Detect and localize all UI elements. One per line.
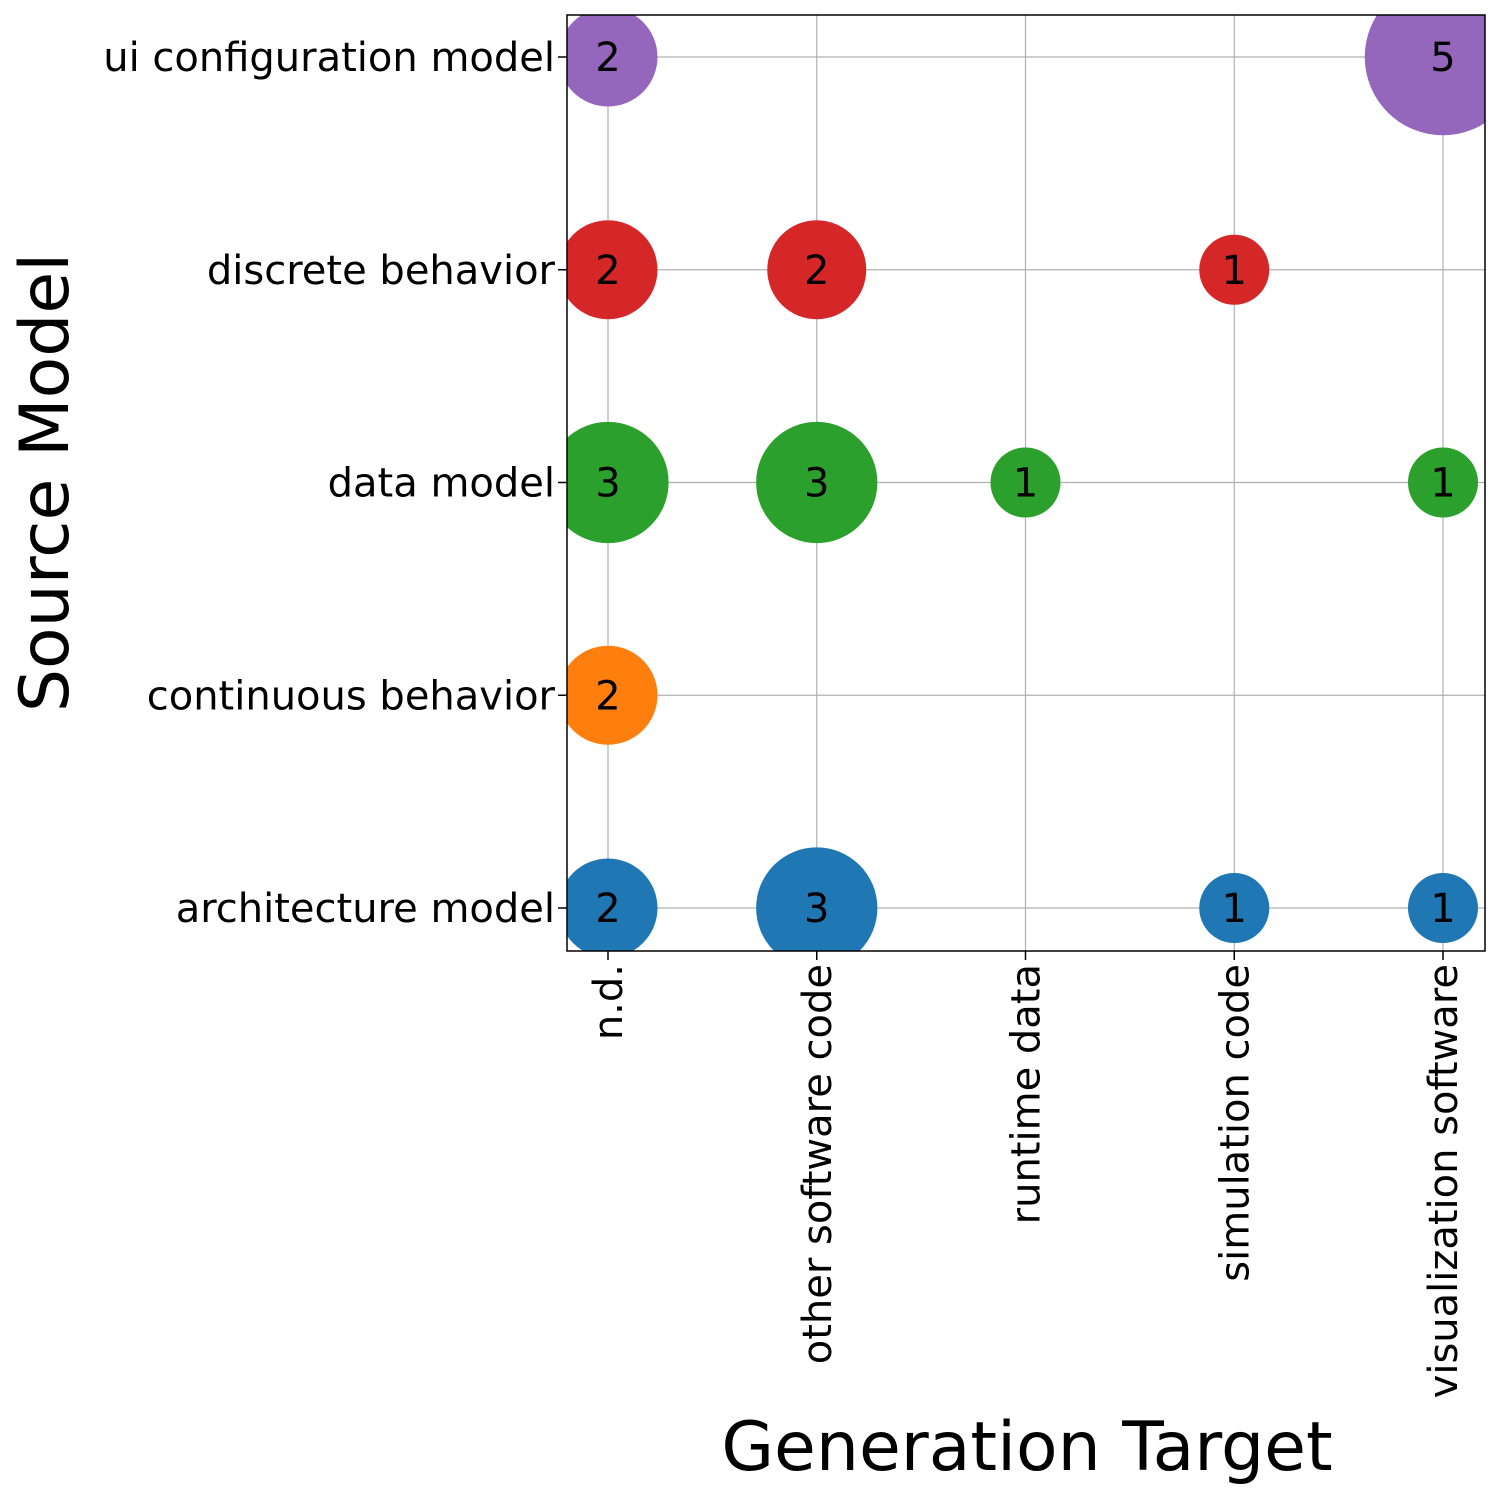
y-tick-label: data model <box>328 461 555 507</box>
bubble <box>1364 15 1485 136</box>
bubble-label: 5 <box>1430 35 1455 81</box>
bubble-label: 1 <box>1222 248 1247 294</box>
bubble-label: 2 <box>804 248 829 294</box>
bubble <box>567 858 658 951</box>
x-tick-label: runtime data <box>1004 964 1050 1224</box>
bubble <box>756 847 878 951</box>
bubble-label: 1 <box>1013 461 1038 507</box>
y-tick-label: architecture model <box>176 886 555 932</box>
y-tick-label: ui configuration model <box>103 35 555 81</box>
bubble-label: 3 <box>804 461 829 507</box>
plot-area: 2 3 1 1 2 3 3 1 1 2 2 1 2 5 <box>567 15 1485 951</box>
bubble <box>567 645 658 745</box>
bubble <box>767 220 867 320</box>
y-axis-title: Source Model <box>6 253 85 712</box>
y-tick-label: continuous behavior <box>147 673 556 719</box>
bubble-label: 2 <box>595 248 620 294</box>
x-tick-label: simulation code <box>1212 964 1258 1282</box>
bubble-label: 1 <box>1222 886 1247 932</box>
bubble <box>567 15 658 107</box>
bubble-label: 3 <box>595 461 620 507</box>
bubble-label: 1 <box>1430 461 1455 507</box>
x-axis-title: Generation Target <box>721 1408 1332 1487</box>
bubble-label: 1 <box>1430 886 1455 932</box>
y-tick-label: discrete behavior <box>207 248 556 294</box>
bubble-label: 2 <box>595 35 620 81</box>
bubble <box>1199 234 1270 305</box>
bubble-label: 3 <box>804 886 829 932</box>
x-tick-label: other software code <box>795 964 841 1364</box>
bubble <box>1199 873 1270 943</box>
bubble <box>756 421 878 544</box>
bubble-label: 2 <box>595 886 620 932</box>
bubble <box>567 421 669 544</box>
x-tick-label: n.d. <box>586 964 632 1040</box>
x-tick-label: visualization software <box>1421 964 1467 1398</box>
axes: n.d. other software code runtime data simul… <box>103 35 1467 1398</box>
bubble <box>1408 447 1478 518</box>
bubble <box>990 447 1061 518</box>
bubble <box>1408 873 1478 943</box>
bubble-label: 2 <box>595 673 620 719</box>
bubble <box>567 220 658 320</box>
